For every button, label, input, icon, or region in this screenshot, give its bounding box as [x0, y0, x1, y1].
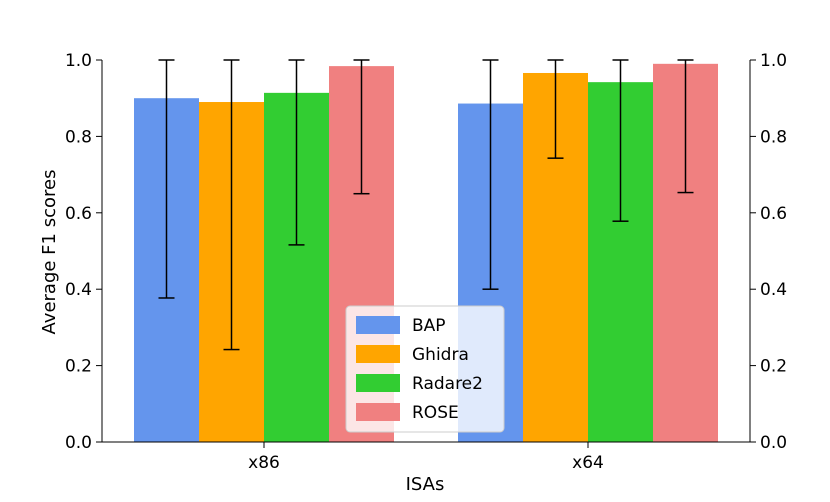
y-axis-label: Average F1 scores: [39, 170, 60, 335]
legend-swatch-radare2: [356, 374, 400, 392]
y-tick-label-left: 0.8: [65, 127, 92, 147]
legend: BAP Ghidra Radare2 ROSE: [345, 305, 505, 433]
legend-label-rose: ROSE: [412, 403, 459, 423]
legend-label-ghidra: Ghidra: [412, 345, 469, 365]
legend-swatch-rose: [356, 403, 400, 421]
y-tick-label-right: 0.6: [760, 204, 787, 224]
y-tick-label-right: 0.4: [760, 280, 787, 300]
x-axis-label: ISAs: [406, 474, 445, 495]
y-tick-label-left: 0.0: [65, 433, 92, 453]
legend-label-bap: BAP: [412, 316, 446, 336]
y-tick-label-left: 0.6: [65, 204, 92, 224]
legend-swatch-bap: [356, 316, 400, 334]
y-tick-label-right: 1.0: [760, 51, 787, 71]
y-tick-label-right: 0.2: [760, 357, 787, 377]
y-tick-label-right: 0.8: [760, 127, 787, 147]
axes-group: 0.0 0.0 0.2 0.2 0.4 0.4 0.6 0.6 0.8 0.8 1.0 1.0 x86 x…: [65, 51, 787, 473]
y-tick-label-right: 0.0: [760, 433, 787, 453]
y-tick-label-left: 0.4: [65, 280, 92, 300]
legend-swatch-ghidra: [356, 345, 400, 363]
y-tick-label-left: 0.2: [65, 357, 92, 377]
x-tick-label-x86: x86: [248, 453, 280, 473]
x-tick-label-x64: x64: [572, 453, 604, 473]
error-bars-group: [158, 59, 694, 351]
legend-box: [345, 305, 505, 433]
y-tick-label-left: 1.0: [65, 51, 92, 71]
legend-label-radare2: Radare2: [412, 374, 483, 394]
